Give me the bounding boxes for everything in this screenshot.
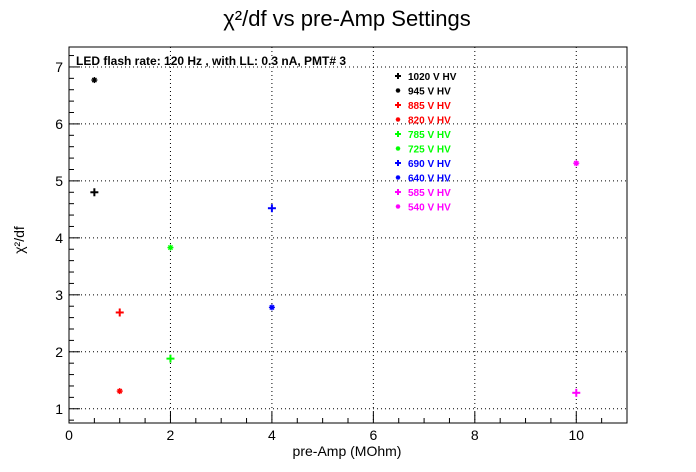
- grid: [69, 47, 627, 423]
- legend-label: 690 V HV: [408, 159, 451, 170]
- y-tick-label: 5: [55, 173, 63, 189]
- chart-annotation: LED flash rate: 120 Hz , with LL: 0.3 nA…: [76, 54, 346, 68]
- data-point: [167, 244, 174, 251]
- x-tick-label: 6: [369, 427, 377, 443]
- x-tick-label: 8: [471, 427, 479, 443]
- legend-marker: [395, 204, 401, 209]
- legend-marker: [395, 160, 401, 166]
- legend-label: 1020 V HV: [408, 72, 457, 83]
- legend: 1020 V HV 945 V HV 885 V HV 820 V HV 785 V H…: [395, 72, 457, 214]
- legend-label: 820 V HV: [408, 116, 451, 127]
- legend-label: 785 V HV: [408, 130, 451, 141]
- legend-label: 885 V HV: [408, 101, 451, 112]
- data-point: [90, 188, 99, 197]
- legend-label: 540 V HV: [408, 203, 451, 214]
- x-tick-label: 4: [268, 427, 276, 443]
- y-tick-label: 2: [55, 344, 63, 360]
- y-tick-label: 3: [55, 287, 63, 303]
- x-tick-label: 2: [167, 427, 175, 443]
- legend-marker: [395, 117, 401, 122]
- x-axis-label: pre-Amp (MOhm): [293, 443, 402, 459]
- chart-title: χ²/df vs pre-Amp Settings: [223, 6, 471, 31]
- legend-marker: [395, 175, 401, 180]
- legend-marker: [395, 102, 401, 108]
- legend-label: 640 V HV: [408, 174, 451, 185]
- y-tick-label: 4: [55, 230, 63, 246]
- data-point: [267, 204, 276, 213]
- data-points: [90, 77, 581, 397]
- x-tick-label: 0: [65, 427, 73, 443]
- y-axis-label: χ²/df: [11, 226, 27, 254]
- legend-marker: [395, 88, 401, 93]
- legend-label: 725 V HV: [408, 145, 451, 156]
- legend-marker: [395, 73, 401, 79]
- y-tick-label: 1: [55, 401, 63, 417]
- data-point: [115, 308, 124, 317]
- data-point: [166, 354, 175, 363]
- data-point: [91, 77, 98, 84]
- legend-marker: [395, 131, 401, 137]
- data-point: [573, 160, 580, 167]
- y-tick-label: 7: [55, 59, 63, 75]
- legend-label: 945 V HV: [408, 87, 451, 98]
- plot-frame: [68, 46, 628, 424]
- x-tick-label: 10: [568, 427, 584, 443]
- y-tick-label: 6: [55, 116, 63, 132]
- legend-marker: [395, 146, 401, 151]
- data-point: [268, 304, 275, 311]
- legend-label: 585 V HV: [408, 188, 451, 199]
- legend-marker: [395, 189, 401, 195]
- data-point: [572, 388, 581, 397]
- data-point: [116, 388, 123, 395]
